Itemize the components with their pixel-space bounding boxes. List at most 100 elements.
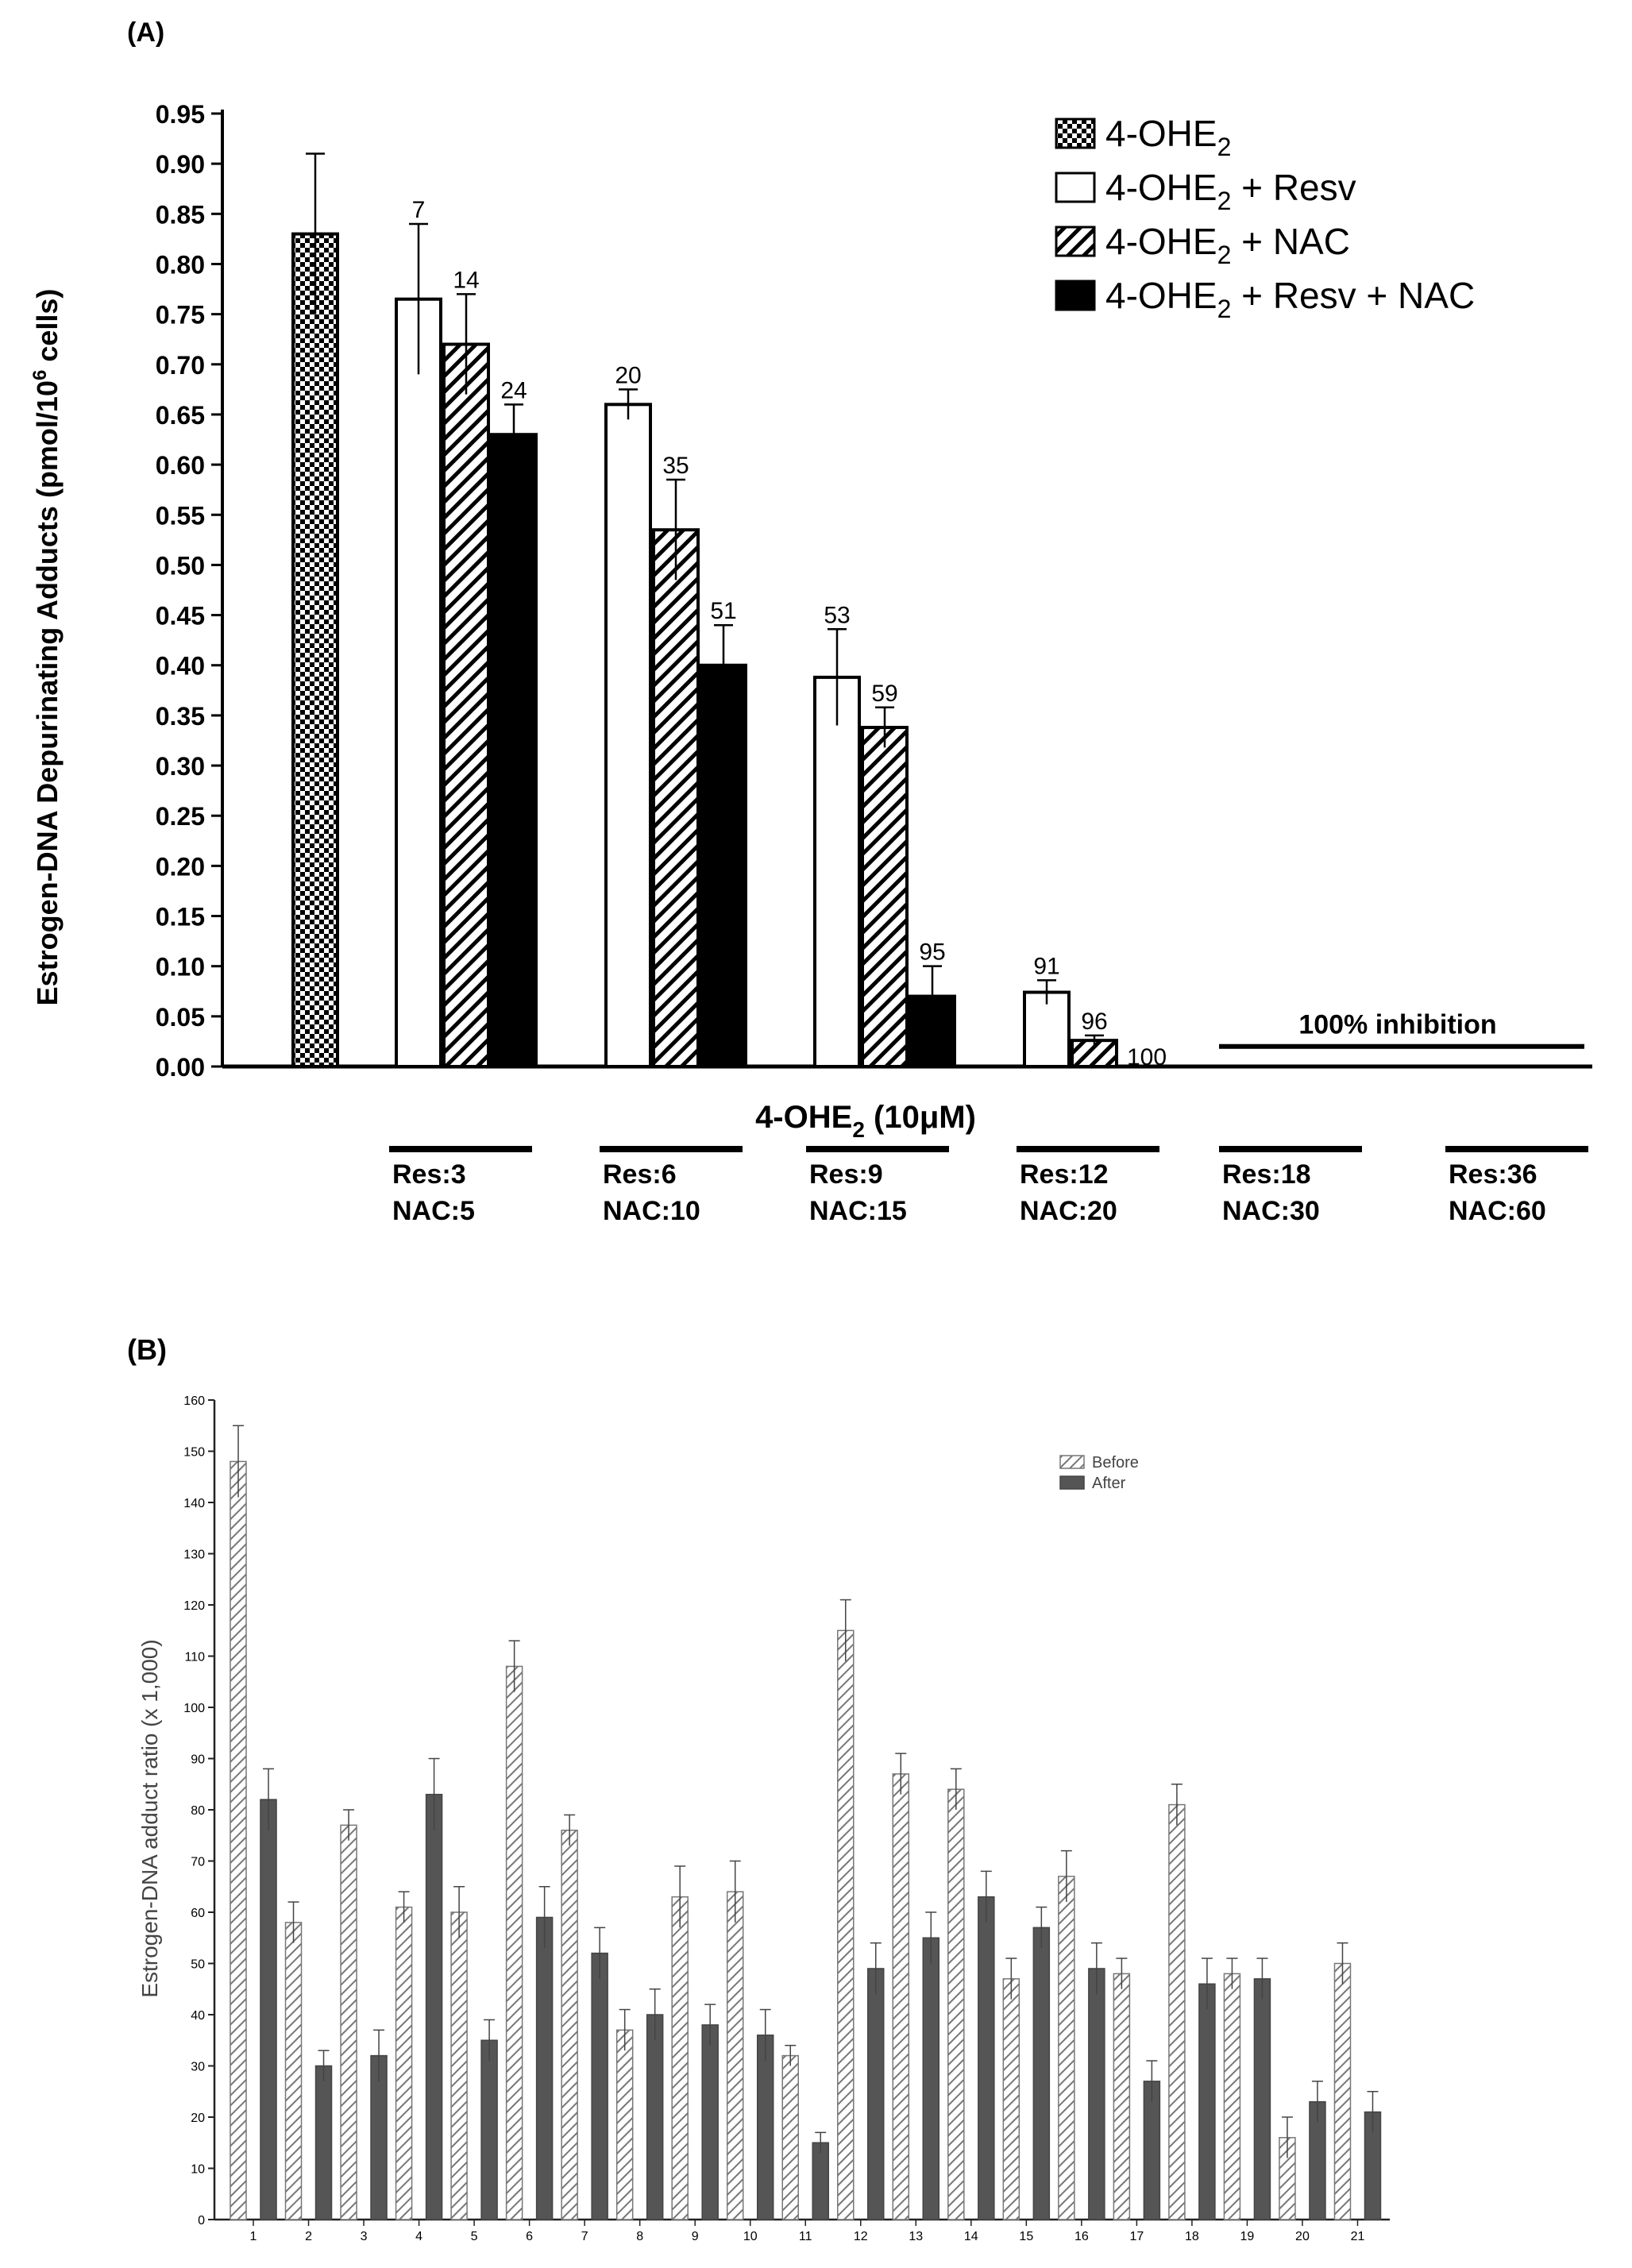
bar-value-label: 100 — [1127, 1044, 1167, 1070]
legend-swatch-after — [1059, 1475, 1085, 1490]
bar-open — [1023, 990, 1071, 1069]
bar-open — [395, 297, 442, 1068]
bar-value-label: 7 — [412, 197, 426, 223]
panel-b-y-tick-label: 20 — [191, 2112, 205, 2125]
panel-a-y-tick-label: 0.40 — [156, 652, 205, 681]
panel-b-x-tick-label: 1 — [250, 2230, 257, 2243]
panel-a-y-tick-label: 0.60 — [156, 451, 205, 480]
bar-after — [646, 2014, 664, 2220]
bar-after — [1143, 2081, 1161, 2220]
bar-after — [1198, 1983, 1216, 2220]
panel-a-y-tick-label: 0.85 — [156, 200, 205, 229]
group-nac-label: NAC:60 — [1449, 1196, 1546, 1226]
bar-value-label: 35 — [662, 453, 689, 479]
bar-after — [867, 1968, 885, 2220]
panel-b-x-tick-label: 15 — [1019, 2230, 1033, 2243]
panel-b-x-tick-label: 9 — [692, 2230, 699, 2243]
panel-b-x-tick-label: 10 — [743, 2230, 758, 2243]
panel-a-y-tick-label: 0.70 — [156, 351, 205, 380]
bar-before — [1002, 1978, 1020, 2220]
panel-b-y-tick-label: 90 — [191, 1753, 205, 1767]
panel-a-y-tick-label: 0.50 — [156, 551, 205, 580]
panel-b-x-tick-label: 16 — [1074, 2230, 1089, 2243]
panel-a-y-tick-label: 0.75 — [156, 301, 205, 330]
bar-before — [340, 1824, 357, 2220]
legend-label: 4-OHE2 + Resv + NAC — [1105, 275, 1475, 323]
bar-open — [604, 403, 652, 1068]
panel-b-y-tick-label: 40 — [191, 2009, 205, 2023]
bar-open — [813, 675, 861, 1068]
panel-a-y-tick-label: 0.55 — [156, 501, 205, 530]
panel-a-y-tick-label: 0.65 — [156, 401, 205, 430]
bar-hatch — [442, 342, 490, 1068]
panel-b-y-tick-label: 120 — [183, 1599, 205, 1613]
bar-before — [615, 2029, 634, 2220]
panel-b-bars — [230, 1425, 1382, 2220]
bar-value-label: 59 — [871, 681, 897, 707]
bar-after — [591, 1952, 608, 2220]
panel-b-y-tick-label: 50 — [191, 1958, 205, 1972]
panel-b-x-tick-label: 18 — [1185, 2230, 1199, 2243]
legend-swatch-before — [1059, 1455, 1085, 1469]
bar-before — [1333, 1962, 1352, 2220]
bar-before — [1058, 1876, 1075, 2220]
legend-label: 4-OHE2 + NAC — [1105, 221, 1350, 269]
panel-b-y-tick-label: 100 — [183, 1702, 205, 1715]
panel-b-y-tick-label: 0 — [198, 2214, 205, 2228]
panel-b-y-tick-label: 140 — [183, 1497, 205, 1510]
legend-swatch-solid — [1055, 280, 1096, 311]
bar-before — [837, 1630, 855, 2220]
panel-b-x-tick-label: 2 — [305, 2230, 312, 2243]
bar-checker — [291, 232, 339, 1068]
panel-a-y-axis-title: Estrogen-DNA Depurinating Adducts (pmol/… — [29, 289, 64, 1006]
bar-value-label: 96 — [1081, 1009, 1107, 1035]
bar-after — [812, 2142, 829, 2220]
legend-swatch-open — [1055, 172, 1096, 203]
panel-a-y-tick-label: 0.95 — [156, 100, 205, 129]
panel-b-y-tick-label: 150 — [183, 1446, 205, 1460]
panel-b-x-tick-label: 6 — [526, 2230, 533, 2243]
bar-before — [726, 1891, 744, 2220]
panel-a-y-tick-label: 0.05 — [156, 1003, 205, 1032]
bar-value-label: 14 — [453, 267, 479, 293]
panel-b-x-tick-label: 5 — [471, 2230, 478, 2243]
panel-a-y-tick-label: 0.00 — [156, 1053, 205, 1082]
panel-a-group-labels: Res:3 NAC:5 Res:6 NAC:10 Res:9 NAC:15 Res:12 NA… — [389, 1146, 1588, 1226]
legend-swatch-hatch — [1055, 226, 1096, 257]
panel-b-x-tick-label: 4 — [415, 2230, 422, 2243]
group-nac-label: NAC:30 — [1222, 1196, 1320, 1226]
panel-b-y-tick-label: 60 — [191, 1907, 205, 1920]
legend-label-after: After — [1092, 1475, 1126, 1492]
panel-a-y-tick-label: 0.20 — [156, 852, 205, 881]
bar-before — [947, 1788, 965, 2220]
panel-a-y-tick-label: 0.90 — [156, 150, 205, 179]
group-nac-label: NAC:10 — [603, 1196, 700, 1226]
panel-a-legend: 4-OHE2 4-OHE2 + Resv 4-OHE2 + NAC 4-OHE2 + … — [1055, 113, 1475, 323]
panel-b-y-axis: 0102030405060708090100110120130140150160… — [183, 1394, 1390, 2243]
panel-a-x-axis-title: 4-OHE2 (10μM) — [755, 1100, 976, 1142]
panel-a-y-tick-label: 0.15 — [156, 903, 205, 932]
bar-after — [1088, 1968, 1105, 2220]
panel-b-y-tick-label: 70 — [191, 1856, 205, 1869]
bar-value-label: 51 — [710, 598, 736, 624]
panel-b-legend: Before After — [1059, 1454, 1139, 1492]
bar-value-label: 53 — [824, 602, 850, 628]
panel-b-x-tick-label: 11 — [799, 2230, 812, 2243]
panel-b-y-tick-label: 80 — [191, 1804, 205, 1818]
panel-b-x-tick-label: 8 — [636, 2230, 643, 2243]
group-res-label: Res:3 — [392, 1159, 466, 1190]
panel-b-y-tick-label: 110 — [184, 1651, 205, 1664]
panel-b-x-tick-label: 21 — [1351, 2230, 1365, 2243]
group-nac-label: NAC:15 — [809, 1196, 907, 1226]
panel-b-y-tick-label: 160 — [183, 1394, 205, 1408]
panel-b-y-tick-label: 10 — [191, 2163, 205, 2177]
bar-after — [922, 1937, 940, 2220]
bar-after — [756, 2035, 774, 2220]
bar-value-label: 24 — [500, 377, 527, 403]
inhibition-annotation: 100% inhibition — [1298, 1010, 1496, 1040]
bar-before — [230, 1460, 247, 2220]
panel-a-y-tick-label: 0.25 — [156, 802, 205, 831]
group-nac-label: NAC:5 — [392, 1196, 475, 1226]
bar-before — [1113, 1973, 1131, 2220]
